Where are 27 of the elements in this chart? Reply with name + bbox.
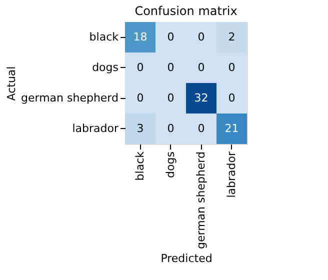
x-tick-label: labrador [224,151,238,198]
data-label: 0 [136,60,144,74]
data-label: 3 [136,122,144,135]
y-axis-title: Actual [4,66,18,101]
data-label: 0 [228,60,236,74]
data-label: 0 [198,30,205,44]
data-label: 18 [133,30,148,44]
y-tick-label: labrador [72,122,119,135]
y-tick-label: black [89,30,120,44]
data-label: 0 [167,122,174,135]
data-label: 2 [228,30,236,44]
x-axis-title: Predicted [160,252,212,266]
data-label: 32 [194,91,208,104]
y-tick-label: dogs [92,60,119,74]
chart-title: Confusion matrix [134,4,238,18]
data-label: 0 [228,91,236,104]
x-tick-label: black [133,150,146,181]
data-label: 0 [136,91,144,104]
x-tick-label: german shepherd [194,152,208,250]
data-label: 0 [198,60,205,74]
data-label: 21 [224,122,239,135]
x-tick-label: dogs [164,151,177,178]
data-label: 0 [198,122,205,135]
data-label: 0 [167,60,174,74]
data-label: 0 [167,91,174,104]
data-label: 0 [167,30,174,44]
y-tick-label: german shepherd [20,91,118,104]
